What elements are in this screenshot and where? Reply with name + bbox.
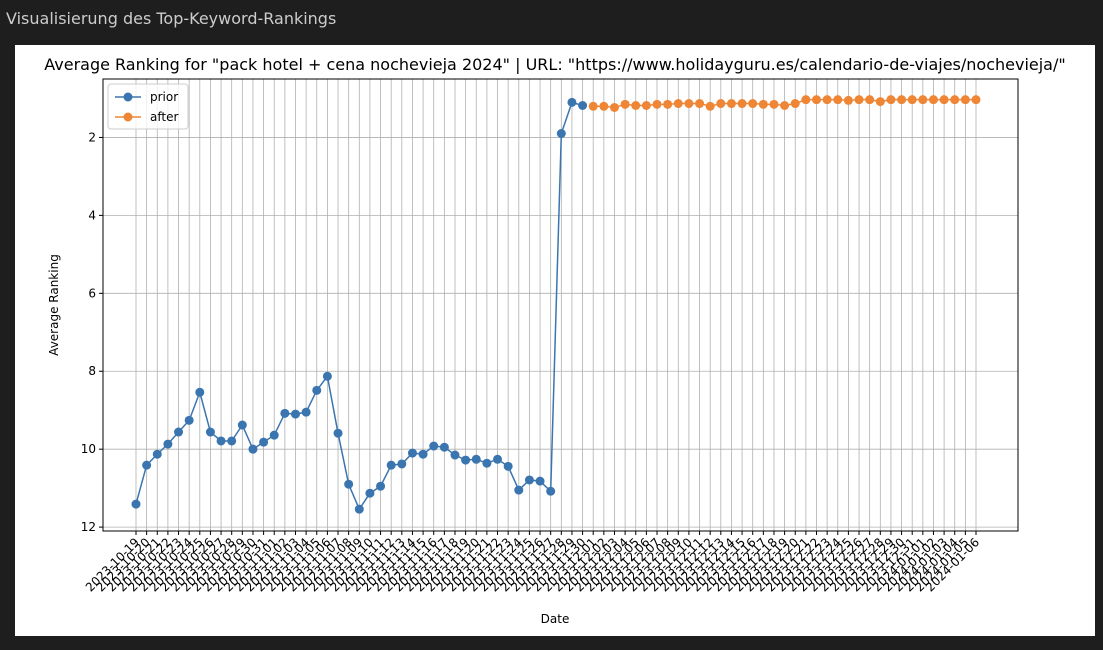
data-point — [439, 442, 449, 452]
data-point — [269, 430, 279, 440]
y-tick-label: 4 — [88, 208, 96, 222]
data-point — [939, 95, 949, 105]
data-point — [546, 486, 556, 496]
y-tick-label: 8 — [88, 364, 96, 378]
data-point — [897, 95, 907, 105]
data-point — [748, 99, 758, 109]
data-point — [599, 101, 609, 111]
y-axis-label: Average Ranking — [47, 254, 61, 356]
y-tick-label: 10 — [81, 442, 96, 456]
data-point — [386, 460, 396, 470]
data-point — [822, 95, 832, 105]
data-point — [790, 99, 800, 109]
data-point — [673, 99, 683, 109]
data-point — [705, 101, 715, 111]
data-point — [503, 461, 513, 471]
data-point — [567, 97, 577, 107]
data-point — [556, 129, 566, 139]
data-point — [631, 100, 641, 110]
plot-frame — [102, 78, 1019, 532]
data-point — [493, 454, 503, 464]
data-point — [290, 409, 300, 419]
data-point — [471, 454, 481, 464]
data-point — [131, 499, 141, 509]
data-point — [163, 439, 173, 449]
data-point — [344, 479, 354, 489]
data-point — [535, 476, 545, 486]
data-point — [461, 455, 471, 465]
data-point — [301, 407, 311, 417]
data-point — [769, 99, 779, 109]
legend-label: after — [150, 110, 178, 124]
data-point — [333, 428, 343, 438]
data-point — [322, 371, 332, 381]
data-point — [801, 95, 811, 105]
y-tick-label: 12 — [81, 520, 96, 534]
data-point — [843, 95, 853, 105]
data-point — [928, 95, 938, 105]
header-title: Visualisierung des Top-Keyword-Rankings — [6, 9, 336, 28]
data-point — [365, 488, 375, 498]
y-tick-label: 2 — [88, 130, 96, 144]
data-point — [950, 95, 960, 105]
data-point — [450, 450, 460, 460]
legend-swatch-marker — [123, 112, 133, 122]
data-point — [184, 415, 194, 425]
legend-label: prior — [150, 90, 178, 104]
data-point — [237, 420, 247, 430]
data-point — [886, 95, 896, 105]
data-point — [971, 95, 981, 105]
chart-title: Average Ranking for "pack hotel + cena n… — [44, 55, 1065, 74]
data-point — [227, 436, 237, 446]
data-point — [588, 101, 598, 111]
data-point — [812, 95, 822, 105]
data-point — [514, 485, 524, 495]
data-point — [960, 95, 970, 105]
data-point — [758, 99, 768, 109]
data-point — [152, 449, 162, 459]
data-point — [726, 99, 736, 109]
data-point — [875, 97, 885, 107]
data-point — [354, 504, 364, 514]
y-tick-label: 6 — [88, 286, 96, 300]
data-point — [312, 385, 322, 395]
data-point — [429, 441, 439, 451]
data-point — [620, 99, 630, 109]
data-point — [418, 449, 428, 459]
data-point — [907, 95, 917, 105]
data-point — [865, 95, 875, 105]
data-point — [259, 437, 269, 447]
x-axis-label: Date — [541, 612, 570, 626]
data-point — [641, 100, 651, 110]
data-point — [142, 460, 152, 470]
data-point — [695, 99, 705, 109]
data-point — [854, 95, 864, 105]
data-point — [780, 100, 790, 110]
data-point — [397, 459, 407, 469]
data-point — [482, 458, 492, 468]
data-point — [216, 436, 226, 446]
data-point — [524, 475, 534, 485]
data-point — [376, 481, 386, 491]
data-point — [716, 99, 726, 109]
data-point — [833, 95, 843, 105]
data-point — [280, 408, 290, 418]
data-point — [407, 448, 417, 458]
data-point — [918, 95, 928, 105]
data-point — [578, 100, 588, 110]
data-point — [652, 99, 662, 109]
legend-swatch-marker — [123, 92, 133, 102]
data-point — [174, 427, 184, 437]
data-point — [684, 99, 694, 109]
data-point — [248, 444, 258, 454]
data-point — [737, 99, 747, 109]
data-point — [205, 427, 215, 437]
data-point — [663, 99, 673, 109]
data-point — [195, 387, 205, 397]
data-point — [609, 102, 619, 112]
